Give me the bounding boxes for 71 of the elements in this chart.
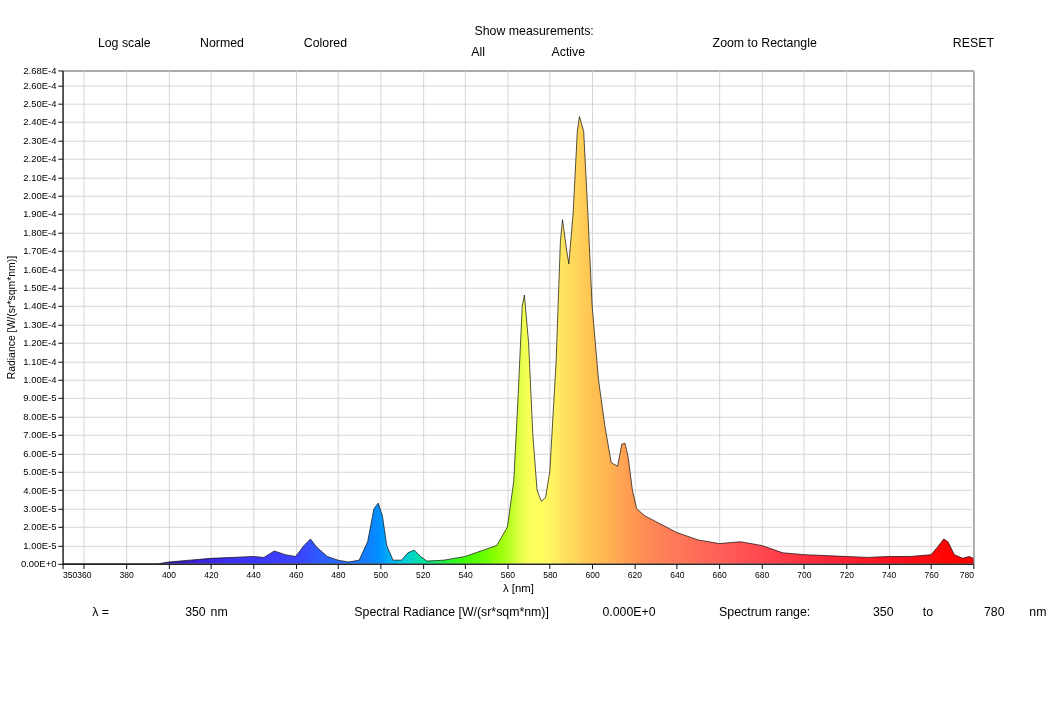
x-tick-label: 440	[246, 569, 262, 580]
text: Log scale	[97, 35, 151, 50]
y-tick-label: 2.68E-4	[23, 64, 57, 76]
y-tick-label: 1.70E-4	[23, 245, 57, 257]
x-tick-label: 760	[924, 569, 939, 580]
y-tick-label: 5.00E-5	[23, 466, 57, 478]
x-tick-label: 520	[416, 569, 431, 580]
text: Colored	[303, 35, 348, 50]
y-tick-label: 3.00E-5	[23, 502, 57, 514]
x-tick-label: 580	[543, 569, 558, 580]
x-tick-label: 360	[77, 569, 92, 580]
text: Show measurements:	[474, 24, 594, 39]
x-tick-label: 620	[627, 569, 643, 580]
text: Spectral Radiance [W/(sr*sqm*nm)]	[354, 605, 549, 620]
x-tick-label: 780	[959, 569, 975, 580]
text: Normed	[200, 35, 245, 50]
text: nm	[1029, 605, 1047, 620]
y-tick-label: 1.90E-4	[23, 208, 57, 220]
x-tick-label: 540	[458, 569, 473, 580]
x-tick-label: 420	[204, 569, 219, 580]
y-tick-label: 2.00E-4	[23, 190, 57, 201]
y-tick-label: 1.80E-4	[23, 226, 57, 238]
y-tick-label: 1.50E-4	[23, 282, 57, 294]
y-tick-label: 2.50E-4	[23, 97, 57, 109]
y-tick-label: 1.20E-4	[23, 337, 57, 349]
y-axis-title: Radiance [W/(sr*sqm*nm)]	[6, 255, 18, 380]
x-axis-title: λ [nm]	[502, 581, 534, 594]
text: Spectrum range:	[719, 605, 811, 620]
y-tick-label: 2.60E-4	[23, 79, 57, 91]
text: Active	[551, 45, 586, 60]
y-tick-label: 1.40E-4	[23, 300, 57, 312]
text: λ =	[92, 605, 109, 620]
x-tick-label: 380	[119, 569, 134, 580]
text: 780	[983, 605, 1005, 620]
y-tick-label: 7.00E-5	[23, 429, 57, 441]
y-tick-label: 0.00E+0	[20, 558, 57, 570]
text: RESET	[952, 35, 995, 50]
y-tick-label: 1.00E-5	[23, 539, 57, 551]
y-tick-label: 1.60E-4	[23, 263, 57, 275]
y-tick-label: 2.10E-4	[23, 171, 57, 183]
x-tick-label: 700	[797, 569, 812, 580]
text: nm	[210, 605, 228, 620]
x-tick-label: 400	[161, 569, 177, 580]
y-tick-label: 1.30E-4	[23, 318, 57, 330]
y-tick-label: 1.00E-4	[23, 374, 57, 386]
y-tick-label: 8.00E-5	[23, 410, 57, 422]
text: 0.000E+0	[602, 605, 656, 620]
y-tick-label: 9.00E-5	[23, 392, 57, 404]
y-tick-label: 6.00E-5	[23, 447, 57, 459]
x-tick-label: 560	[500, 569, 516, 580]
y-tick-label: 2.30E-4	[23, 134, 57, 146]
x-tick-label: 640	[670, 569, 685, 580]
text: All	[471, 45, 486, 60]
y-tick-label: 2.20E-4	[23, 153, 57, 165]
x-tick-label: 740	[882, 569, 897, 580]
text: 350	[872, 605, 894, 620]
y-tick-label: 1.10E-4	[23, 355, 57, 367]
text: Zoom to Rectangle	[712, 35, 817, 50]
x-tick-label: 500	[373, 569, 389, 580]
x-tick-label: 660	[712, 569, 728, 580]
x-tick-label: 480	[331, 569, 346, 580]
x-tick-label: 600	[585, 569, 600, 580]
x-tick-label: 350	[63, 569, 78, 580]
y-tick-label: 2.40E-4	[23, 116, 57, 128]
x-tick-label: 680	[754, 569, 770, 580]
y-tick-label: 4.00E-5	[23, 484, 57, 496]
x-tick-label: 720	[839, 569, 855, 580]
text: to	[922, 605, 934, 620]
y-tick-label: 2.00E-5	[23, 521, 57, 533]
x-tick-label: 460	[288, 569, 304, 580]
text: 350	[185, 605, 206, 620]
